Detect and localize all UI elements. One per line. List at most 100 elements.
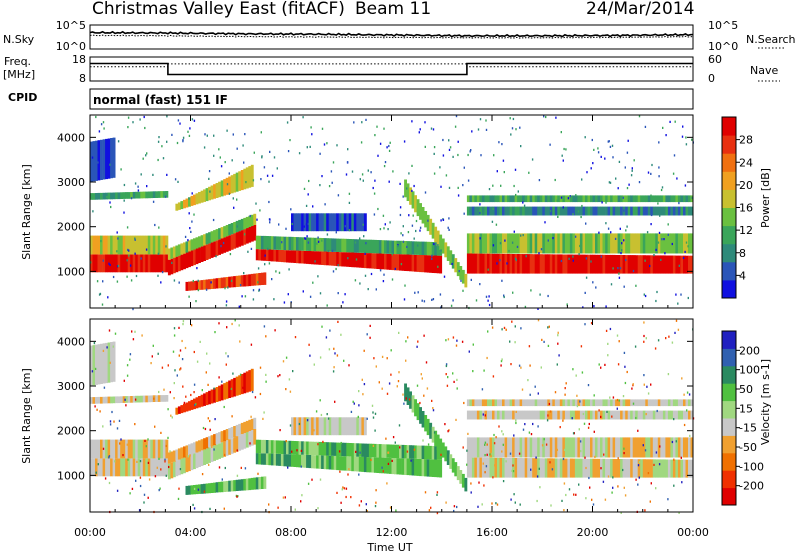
- power-echo-band-cell: [487, 206, 490, 216]
- power-echo-band-cell: [612, 254, 616, 274]
- power-echo-band-cell: [389, 253, 392, 270]
- vel-echo-band-cell: [652, 399, 656, 407]
- vel-echo-band-cell: [504, 437, 508, 458]
- power-echo-band-cell: [213, 278, 216, 289]
- power-scatter-point: [638, 115, 641, 118]
- power-echo-band-cell: [356, 213, 360, 232]
- power-scatter-point: [157, 140, 160, 143]
- vel-echo-band-cell: [466, 399, 470, 407]
- vel-scatter-point: [427, 443, 430, 446]
- power-scatter-point: [220, 165, 223, 168]
- power-scatter-point: [665, 134, 667, 137]
- vel-scatter-point: [138, 509, 141, 512]
- vel-echo-band-cell: [567, 458, 571, 478]
- power-scatter-point: [431, 254, 433, 257]
- vel-echo-band-cell: [547, 399, 551, 407]
- power-scatter-point: [496, 262, 498, 265]
- power-echo-band-cell: [150, 191, 154, 199]
- power-scatter-point: [323, 143, 326, 146]
- vel-echo-band-cell: [657, 459, 661, 478]
- power-scatter-point: [644, 259, 646, 262]
- power-scatter-point: [487, 268, 489, 271]
- vel-scatter-point: [481, 388, 484, 391]
- vel-scatter-point: [319, 356, 322, 359]
- power-scatter-point: [569, 195, 571, 198]
- power-echo-band-cell: [263, 272, 267, 285]
- power-scatter-point: [424, 121, 426, 124]
- vel-echo-band-cell: [223, 430, 227, 442]
- power-scatter-point: [491, 220, 494, 223]
- power-echo-band-cell: [617, 206, 621, 216]
- vel-scatter-point: [160, 441, 163, 444]
- vel-scatter-point: [254, 396, 257, 399]
- nsky-tick-high: 10^5: [56, 19, 86, 32]
- power-echo-band-cell: [469, 233, 473, 254]
- vel-scatter-point: [103, 386, 106, 389]
- power-echo-band-cell: [607, 195, 611, 203]
- power-echo-band-cell: [426, 241, 430, 256]
- power-echo-band-cell: [338, 252, 342, 267]
- power-echo-band-cell: [547, 206, 551, 216]
- vel-echo-band-cell: [215, 433, 219, 445]
- vel-echo-band-cell: [401, 444, 405, 459]
- power-scatter-point: [257, 281, 259, 284]
- vel-scatter-point: [482, 462, 484, 465]
- vel-scatter-point: [436, 493, 438, 496]
- power-echo-band-cell: [228, 276, 232, 288]
- power-scatter-point: [457, 140, 459, 143]
- power-scatter-point: [195, 300, 197, 303]
- power-scatter-point: [649, 264, 651, 268]
- vel-echo-band-cell: [597, 437, 601, 458]
- vel-scatter-point: [486, 356, 488, 360]
- power-echo-band-cell: [640, 233, 644, 254]
- vel-echo-band-cell: [296, 441, 299, 455]
- vel-echo-band-cell: [562, 410, 566, 420]
- power-echo-band-cell: [534, 233, 538, 254]
- vel-echo-band-cell: [635, 437, 639, 458]
- power-echo-band-cell: [489, 233, 493, 254]
- power-echo-band-cell: [253, 213, 257, 225]
- power-echo-band-cell: [582, 254, 586, 274]
- vel-scatter-point: [515, 421, 517, 425]
- power-echo-band-cell: [567, 206, 571, 216]
- vel-echo-band-cell: [198, 440, 201, 452]
- vel-scatter-point: [291, 450, 293, 453]
- power-scatter-point: [347, 257, 349, 260]
- power-scatter-point: [269, 218, 271, 221]
- power-echo-band-cell: [110, 192, 113, 200]
- power-echo-band-cell: [127, 192, 131, 199]
- vel-echo-band-cell: [662, 459, 666, 478]
- vel-echo-band-cell: [368, 457, 372, 473]
- power-echo-band-cell: [223, 237, 227, 253]
- power-echo-band-cell: [125, 254, 129, 273]
- vel-echo-band-cell: [640, 410, 644, 420]
- power-echo-band-cell: [414, 195, 417, 213]
- vel-echo-band-cell: [507, 437, 510, 458]
- power-scatter-point: [243, 233, 246, 236]
- vel-scatter-point: [192, 503, 194, 506]
- power-echo-band-cell: [426, 255, 430, 273]
- power-echo-band-cell: [564, 195, 568, 203]
- vel-echo-band-cell: [130, 396, 134, 403]
- power-scatter-point: [492, 207, 494, 210]
- vel-echo-band-cell: [102, 343, 106, 384]
- power-scatter-point: [408, 214, 410, 217]
- vel-scatter-point: [607, 475, 610, 478]
- vel-echo-band-cell: [670, 410, 674, 420]
- power-scatter-point: [337, 264, 339, 267]
- vel-echo-band-cell: [218, 432, 221, 444]
- power-scatter-point: [610, 231, 612, 234]
- power-scatter-point: [256, 218, 258, 221]
- vel-echo-band-cell: [429, 445, 433, 460]
- vel-scatter-point: [420, 373, 422, 376]
- vel-echo-band-cell: [203, 483, 206, 494]
- vel-echo-band-cell: [582, 399, 586, 407]
- vel-echo-band-cell: [479, 457, 483, 478]
- vel-echo-band-cell: [152, 458, 156, 477]
- velocity-colorbar-label: Velocity [m s-1]: [759, 359, 772, 445]
- vel-echo-band-cell: [622, 437, 626, 458]
- vel-echo-band-cell: [517, 458, 520, 478]
- vel-echo-band-cell: [135, 395, 139, 403]
- power-echo-band-cell: [602, 195, 606, 203]
- power-scatter-point: [266, 174, 269, 177]
